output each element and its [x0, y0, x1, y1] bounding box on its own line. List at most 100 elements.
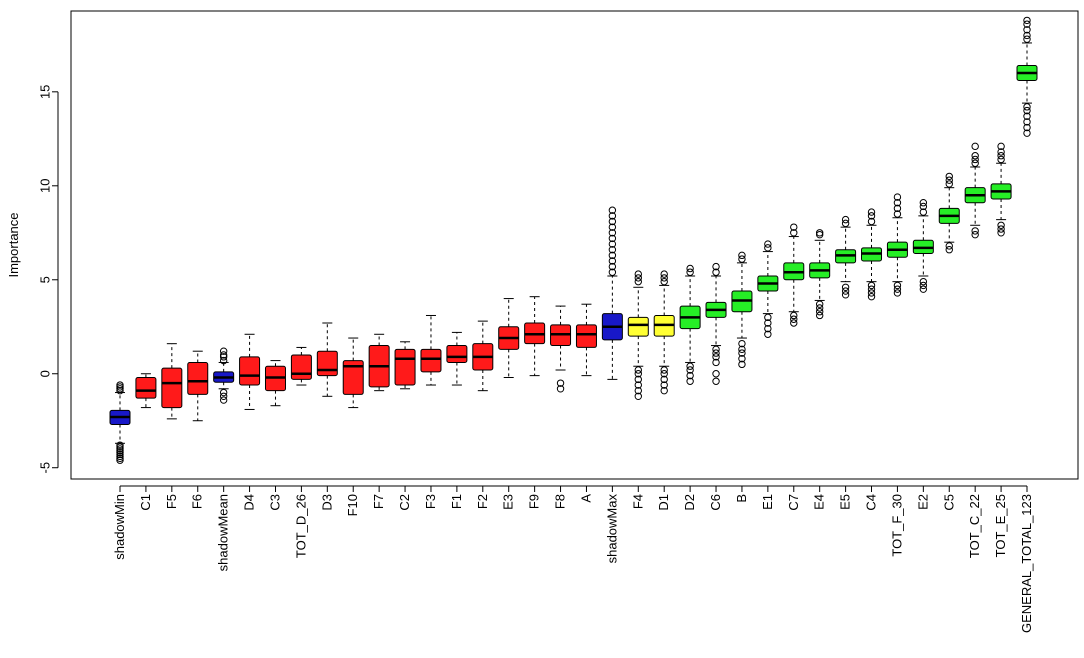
outlier-point — [1023, 118, 1031, 126]
x-axis: shadowMin C1 F5 F6 shadowMean D4 C3 TOT_D_26 D3 F… — [112, 485, 1034, 633]
outlier-point — [634, 381, 642, 389]
box-shadowmean — [213, 347, 235, 404]
box-tot-d-26 — [290, 346, 312, 386]
outlier-point — [660, 381, 668, 389]
outlier-point — [764, 319, 772, 327]
outlier-point — [1023, 123, 1031, 132]
x-tick-label: F1 — [449, 494, 464, 509]
x-tick-label: D2 — [682, 494, 697, 511]
outlier-point — [116, 381, 124, 389]
box-c5 — [938, 172, 960, 254]
outlier-point — [971, 155, 979, 164]
box-body — [420, 348, 442, 373]
outlier-point — [867, 208, 876, 216]
outlier-point — [893, 204, 902, 213]
x-tick-label: C6 — [708, 494, 723, 511]
outlier-point — [945, 176, 953, 184]
y-tick-label: 5 — [37, 276, 52, 283]
outlier-point — [219, 388, 228, 397]
outlier-point — [790, 315, 798, 323]
outlier-point — [919, 199, 928, 207]
x-tick-label: C2 — [397, 494, 412, 511]
x-tick-label: E3 — [501, 494, 516, 510]
box-f6 — [187, 350, 209, 422]
x-tick-label: TOT_F_30 — [889, 494, 904, 557]
x-tick-label: C7 — [786, 494, 801, 511]
outlier-point — [1023, 31, 1031, 40]
outlier-point — [738, 360, 746, 369]
outlier-point — [1023, 35, 1031, 43]
box-body — [187, 361, 209, 395]
outlier-point — [764, 324, 772, 333]
outlier-point — [867, 289, 876, 297]
outlier-point — [608, 217, 617, 226]
box-c3 — [264, 360, 286, 407]
outlier-point — [945, 242, 953, 250]
outlier-point — [608, 212, 617, 220]
x-tick-label: E1 — [760, 494, 775, 510]
x-tick-label: E4 — [812, 494, 827, 510]
outlier-point — [686, 377, 694, 385]
y-tick-label: 10 — [37, 179, 52, 193]
outlier-point — [634, 370, 642, 378]
box-b — [731, 251, 753, 369]
outlier-point — [738, 349, 746, 357]
outlier-point — [1023, 26, 1031, 34]
box-body — [290, 354, 312, 380]
outlier-point — [712, 358, 720, 367]
outlier-point — [712, 262, 720, 271]
outlier-point — [1023, 106, 1031, 115]
outlier-point — [971, 152, 979, 160]
outlier-point — [867, 292, 876, 301]
outlier-point — [893, 289, 902, 297]
outlier-point — [116, 443, 124, 451]
outlier-point — [971, 230, 979, 239]
x-tick-label: shadowMin — [112, 494, 127, 560]
outlier-point — [660, 386, 668, 395]
outlier-point — [919, 281, 928, 290]
outlier-point — [116, 454, 124, 463]
box-f8 — [550, 305, 572, 393]
box-e4 — [809, 229, 831, 320]
x-tick-label: shadowMax — [604, 494, 619, 564]
box-a — [575, 303, 597, 377]
box-d1 — [653, 270, 675, 395]
outlier-point — [608, 257, 617, 265]
x-tick-label: F8 — [553, 494, 568, 509]
x-tick-label: TOT_E_25 — [993, 494, 1008, 557]
box-c1 — [135, 373, 157, 409]
outlier-point — [997, 148, 1005, 156]
y-axis: -5 0 5 10 15 — [37, 85, 59, 474]
outlier-point — [1023, 112, 1031, 120]
box-e3 — [498, 298, 520, 379]
box-body — [239, 356, 261, 386]
x-tick-label: TOT_D_26 — [293, 494, 308, 558]
x-tick-label: D3 — [319, 494, 334, 511]
outlier-point — [738, 255, 746, 263]
outlier-point — [1023, 16, 1031, 25]
outlier-point — [712, 353, 720, 361]
outlier-point — [867, 212, 876, 220]
x-tick-label: A — [578, 494, 593, 503]
outlier-point — [893, 281, 902, 290]
outlier-point — [867, 285, 876, 293]
box-body — [627, 316, 649, 337]
outlier-point — [764, 244, 772, 252]
outlier-point — [997, 142, 1005, 151]
outlier-point — [971, 142, 979, 151]
box-e5 — [835, 215, 857, 299]
x-tick-label: B — [734, 494, 749, 503]
outlier-point — [738, 251, 746, 260]
outlier-point — [764, 330, 772, 338]
outlier-point — [686, 371, 694, 380]
outlier-point — [634, 270, 642, 278]
outlier-point — [660, 366, 668, 374]
outlier-point — [893, 199, 902, 207]
x-tick-label: shadowMean — [216, 494, 231, 571]
x-tick-label: E2 — [915, 494, 930, 510]
outlier-point — [634, 274, 642, 282]
outlier-point — [660, 375, 668, 384]
outlier-point — [971, 227, 979, 235]
x-tick-label: F5 — [164, 494, 179, 509]
